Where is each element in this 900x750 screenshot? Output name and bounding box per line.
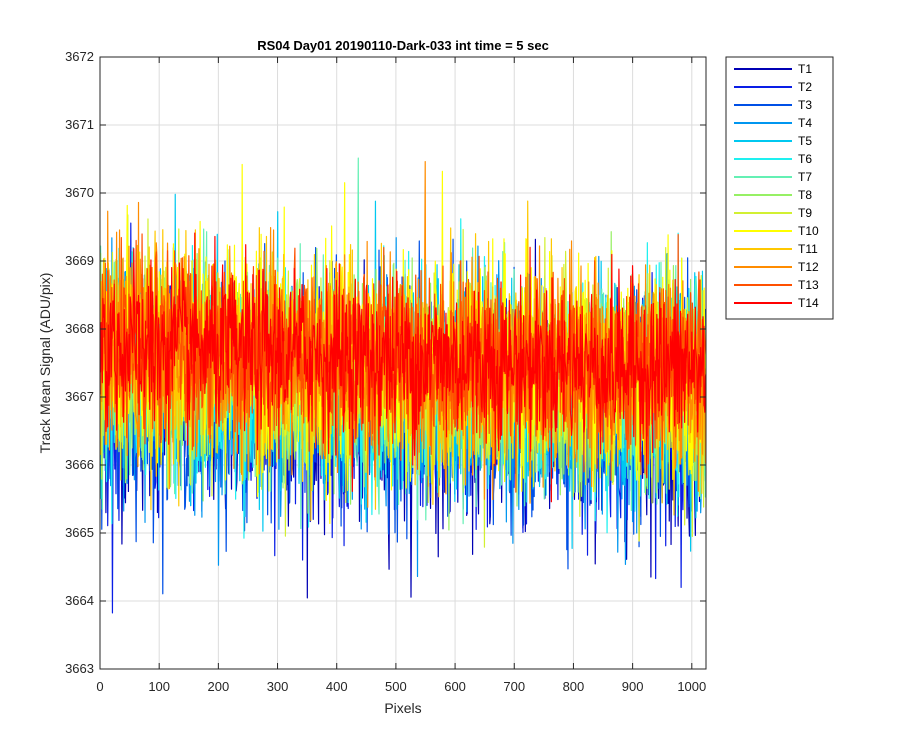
x-tick-label: 400 bbox=[326, 679, 348, 694]
legend-label: T6 bbox=[798, 152, 812, 166]
x-tick-label: 300 bbox=[267, 679, 289, 694]
x-tick-label: 800 bbox=[563, 679, 585, 694]
legend-label: T7 bbox=[798, 170, 812, 184]
y-tick-label: 3667 bbox=[65, 389, 94, 404]
x-tick-label: 600 bbox=[444, 679, 466, 694]
legend-label: T9 bbox=[798, 206, 812, 220]
x-tick-label: 1000 bbox=[677, 679, 706, 694]
legend-label: T8 bbox=[798, 188, 812, 202]
y-tick-label: 3665 bbox=[65, 525, 94, 540]
legend: T1 T2 T3 T4 T5 T6 T7 T8 T9 T10 T11 T12 T13 T14 bbox=[725, 56, 834, 320]
x-axis-label: Pixels bbox=[384, 700, 421, 716]
y-axis: 3663 3664 3665 3666 3667 3668 3669 3670 3671 3672 bbox=[65, 49, 706, 676]
legend-label: T11 bbox=[798, 242, 818, 256]
series-line-t14 bbox=[100, 232, 706, 503]
legend-label: T5 bbox=[798, 134, 812, 148]
y-tick-label: 3669 bbox=[65, 253, 94, 268]
y-tick-label: 3666 bbox=[65, 457, 94, 472]
plot-series-group bbox=[100, 157, 706, 614]
legend-label: T4 bbox=[798, 116, 812, 130]
x-tick-label: 700 bbox=[503, 679, 525, 694]
x-tick-label: 200 bbox=[208, 679, 230, 694]
y-tick-label: 3664 bbox=[65, 593, 94, 608]
x-tick-label: 0 bbox=[96, 679, 103, 694]
legend-box bbox=[725, 56, 834, 320]
y-tick-label: 3672 bbox=[65, 49, 94, 64]
x-tick-label: 100 bbox=[148, 679, 170, 694]
y-tick-label: 3668 bbox=[65, 321, 94, 336]
chart-title: RS04 Day01 20190110-Dark-033 int time = … bbox=[257, 38, 549, 53]
legend-label: T3 bbox=[798, 98, 812, 112]
y-tick-label: 3671 bbox=[65, 117, 94, 132]
legend-label: T2 bbox=[798, 80, 812, 94]
y-tick-label: 3670 bbox=[65, 185, 94, 200]
x-axis: 0 100 200 300 400 500 600 700 800 900 1000 bbox=[96, 57, 706, 694]
legend-label: T10 bbox=[798, 224, 819, 238]
legend-label: T12 bbox=[798, 260, 819, 274]
y-tick-label: 3663 bbox=[65, 661, 94, 676]
y-axis-label: Track Mean Signal (ADU/pix) bbox=[37, 273, 53, 454]
legend-label: T1 bbox=[798, 62, 812, 76]
axes-box bbox=[99, 56, 707, 670]
legend-label: T14 bbox=[798, 296, 819, 310]
legend-label: T13 bbox=[798, 278, 819, 292]
x-tick-label: 900 bbox=[622, 679, 644, 694]
x-tick-label: 500 bbox=[385, 679, 407, 694]
